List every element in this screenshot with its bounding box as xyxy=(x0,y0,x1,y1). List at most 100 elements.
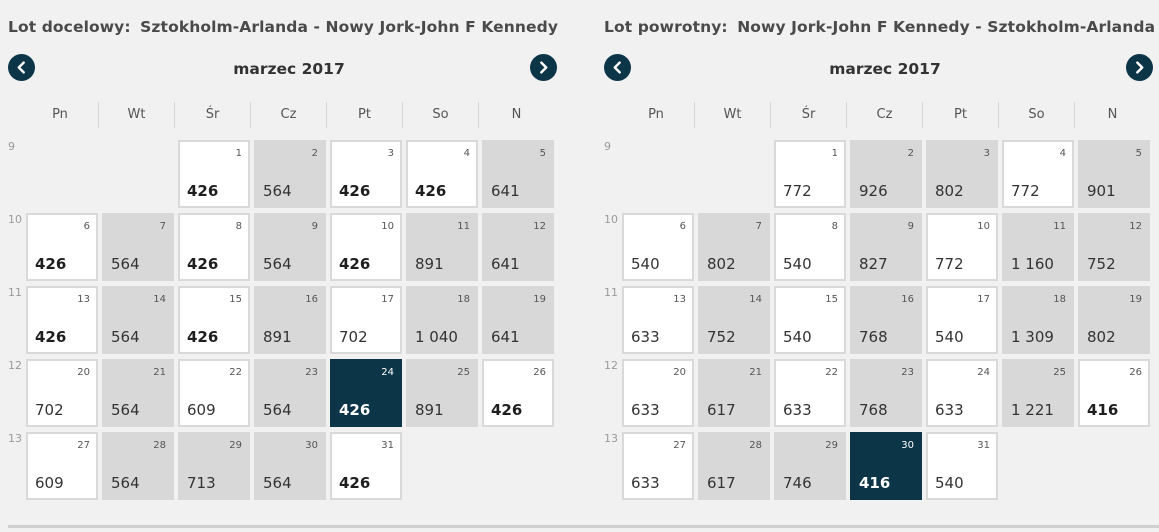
day-cell[interactable]: 22 609 xyxy=(178,359,250,427)
day-cell[interactable]: 18 1 040 xyxy=(406,286,478,354)
day-cell[interactable]: 2 564 xyxy=(254,140,326,208)
day-price: 702 xyxy=(339,328,368,346)
day-number: 3 xyxy=(983,148,990,159)
day-cell[interactable]: 4 772 xyxy=(1002,140,1074,208)
day-cell[interactable]: 19 641 xyxy=(482,286,554,354)
day-price: 891 xyxy=(415,401,444,419)
day-cell[interactable]: 25 1 221 xyxy=(1002,359,1074,427)
day-cell[interactable]: 1 772 xyxy=(774,140,846,208)
return-prev-month-button[interactable] xyxy=(604,54,631,81)
day-cell[interactable]: 28 617 xyxy=(698,432,770,500)
day-cell[interactable]: 9 564 xyxy=(254,213,326,281)
day-cell[interactable]: 20 633 xyxy=(622,359,694,427)
day-cell[interactable]: 16 891 xyxy=(254,286,326,354)
day-cell[interactable]: 29 746 xyxy=(774,432,846,500)
day-cell[interactable]: 12 641 xyxy=(482,213,554,281)
day-cell-selected[interactable]: 24 426 xyxy=(330,359,402,427)
day-cell[interactable]: 28 564 xyxy=(102,432,174,500)
day-cell[interactable]: 2 926 xyxy=(850,140,922,208)
day-cell[interactable]: 13 426 xyxy=(26,286,98,354)
day-cell[interactable]: 15 540 xyxy=(774,286,846,354)
day-number: 25 xyxy=(457,367,470,378)
day-number: 4 xyxy=(1059,148,1066,159)
outbound-prev-month-button[interactable] xyxy=(8,54,35,81)
day-cell[interactable]: 21 564 xyxy=(102,359,174,427)
day-cell[interactable]: 8 426 xyxy=(178,213,250,281)
day-cell[interactable]: 26 426 xyxy=(482,359,554,427)
day-cell[interactable]: 23 564 xyxy=(254,359,326,427)
day-cell[interactable]: 15 426 xyxy=(178,286,250,354)
day-cell[interactable]: 8 540 xyxy=(774,213,846,281)
day-cell[interactable]: 23 768 xyxy=(850,359,922,427)
day-cell[interactable]: 6 426 xyxy=(26,213,98,281)
day-cell[interactable]: 7 564 xyxy=(102,213,174,281)
day-cell[interactable]: 22 633 xyxy=(774,359,846,427)
week-number: 13 xyxy=(8,432,22,445)
day-number: 25 xyxy=(1053,367,1066,378)
day-price: 1 160 xyxy=(1011,255,1054,273)
day-cell[interactable]: 24 633 xyxy=(926,359,998,427)
day-cell[interactable]: 30 564 xyxy=(254,432,326,500)
day-price: 416 xyxy=(859,474,891,492)
day-cell[interactable]: 1 426 xyxy=(178,140,250,208)
return-next-month-button[interactable] xyxy=(1126,54,1153,81)
day-cell[interactable]: 31 540 xyxy=(926,432,998,500)
day-cell[interactable]: 18 1 309 xyxy=(1002,286,1074,354)
weekday-header: Śr xyxy=(174,102,250,128)
day-cell[interactable]: 5 641 xyxy=(482,140,554,208)
day-number: 12 xyxy=(533,221,546,232)
day-cell-selected[interactable]: 30 416 xyxy=(850,432,922,500)
day-cell[interactable]: 21 617 xyxy=(698,359,770,427)
day-cell[interactable]: 14 564 xyxy=(102,286,174,354)
day-number: 2 xyxy=(311,148,318,159)
day-price: 564 xyxy=(263,255,292,273)
day-cell[interactable]: 25 891 xyxy=(406,359,478,427)
day-cell[interactable]: 6 540 xyxy=(622,213,694,281)
day-price: 633 xyxy=(631,328,660,346)
day-cell[interactable]: 5 901 xyxy=(1078,140,1150,208)
day-cell[interactable]: 29 713 xyxy=(178,432,250,500)
day-number: 14 xyxy=(749,294,762,305)
day-cell[interactable]: 17 540 xyxy=(926,286,998,354)
day-cell[interactable]: 11 1 160 xyxy=(1002,213,1074,281)
day-number: 28 xyxy=(153,440,166,451)
day-cell[interactable]: 4 426 xyxy=(406,140,478,208)
day-cell[interactable]: 3 426 xyxy=(330,140,402,208)
day-cell[interactable]: 12 752 xyxy=(1078,213,1150,281)
day-price: 802 xyxy=(707,255,736,273)
day-cell[interactable]: 17 702 xyxy=(330,286,402,354)
day-cell[interactable]: 27 609 xyxy=(26,432,98,500)
day-number: 7 xyxy=(159,221,166,232)
day-price: 426 xyxy=(187,328,219,346)
day-cell[interactable]: 27 633 xyxy=(622,432,694,500)
day-cell[interactable]: 26 416 xyxy=(1078,359,1150,427)
return-label: Lot powrotny: xyxy=(604,18,728,36)
day-number: 19 xyxy=(1129,294,1142,305)
day-price: 426 xyxy=(35,255,67,273)
day-price: 564 xyxy=(111,474,140,492)
day-cell[interactable]: 7 802 xyxy=(698,213,770,281)
day-number: 13 xyxy=(673,294,686,305)
day-number: 28 xyxy=(749,440,762,451)
day-cell[interactable]: 13 633 xyxy=(622,286,694,354)
day-number: 27 xyxy=(77,440,90,451)
day-price: 926 xyxy=(859,182,888,200)
day-cell[interactable]: 19 802 xyxy=(1078,286,1150,354)
day-number: 6 xyxy=(679,221,686,232)
day-cell[interactable]: 11 891 xyxy=(406,213,478,281)
chevron-right-icon xyxy=(540,61,548,74)
day-number: 26 xyxy=(1129,367,1142,378)
day-cell[interactable]: 14 752 xyxy=(698,286,770,354)
day-price: 426 xyxy=(187,182,219,200)
day-price: 641 xyxy=(491,182,520,200)
day-cell[interactable]: 10 426 xyxy=(330,213,402,281)
day-number: 13 xyxy=(77,294,90,305)
day-cell[interactable]: 3 802 xyxy=(926,140,998,208)
outbound-next-month-button[interactable] xyxy=(530,54,557,81)
day-cell[interactable]: 9 827 xyxy=(850,213,922,281)
day-cell[interactable]: 10 772 xyxy=(926,213,998,281)
day-price: 891 xyxy=(415,255,444,273)
day-cell[interactable]: 16 768 xyxy=(850,286,922,354)
day-cell[interactable]: 20 702 xyxy=(26,359,98,427)
day-cell[interactable]: 31 426 xyxy=(330,432,402,500)
